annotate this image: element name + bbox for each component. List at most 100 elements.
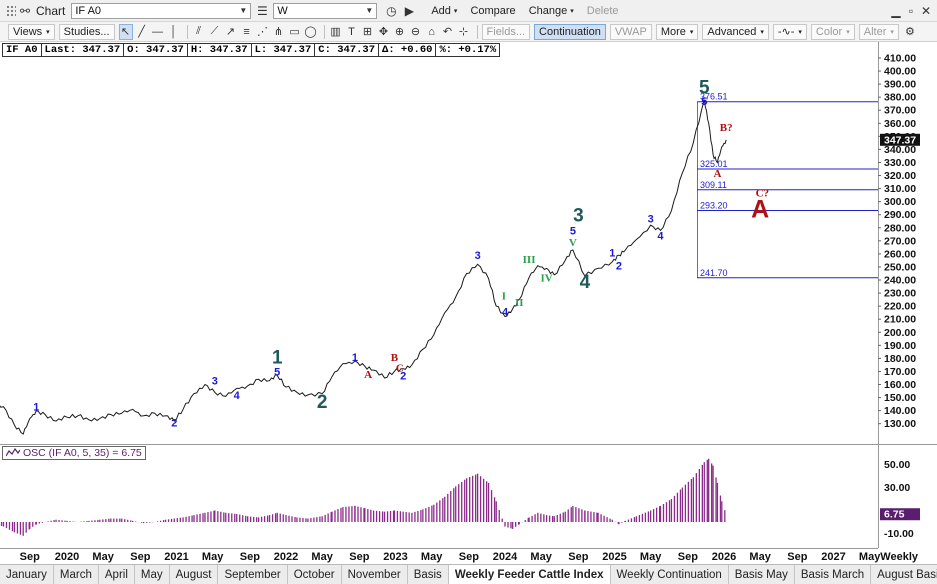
wave-label[interactable]: 1 <box>272 348 283 369</box>
cursor-icon[interactable]: ↖ <box>118 23 133 40</box>
play-icon[interactable]: ▶ <box>404 3 414 18</box>
advanced-button[interactable]: Advanced ▾ <box>702 23 769 40</box>
color-button[interactable]: Color ▾ <box>810 23 855 40</box>
wave-label[interactable]: 2 <box>171 417 177 429</box>
page-tab[interactable]: August Basis <box>871 565 937 584</box>
trend-tool-icon[interactable]: ⟋ <box>210 25 219 37</box>
bars-icon[interactable]: ▥ <box>330 26 341 38</box>
channel-tool-icon[interactable]: ⫽ <box>196 25 201 37</box>
zoom-out-icon[interactable]: ⊖ <box>410 26 421 38</box>
line-style-button[interactable]: -∿- ▾ <box>772 23 807 40</box>
wave-label[interactable]: 4 <box>657 231 664 243</box>
oscillator-chart[interactable]: 50.00 30.00 -10.00 6.75 <box>0 444 937 548</box>
fan-tool-icon[interactable]: ⋰ <box>257 26 269 38</box>
compare-button[interactable]: Compare <box>470 4 516 17</box>
wave-label[interactable]: B <box>391 352 399 364</box>
wave-label[interactable]: 3 <box>573 205 584 226</box>
drag-grip-icon[interactable] <box>6 4 16 17</box>
views-button[interactable]: Views ▾ <box>8 23 55 40</box>
more-button[interactable]: More ▾ <box>655 23 699 40</box>
wave-label[interactable]: 4 <box>502 306 509 318</box>
wave-label[interactable]: B? <box>720 122 733 134</box>
wave-label[interactable]: III <box>523 254 536 266</box>
lock-icon[interactable]: ⌂ <box>428 25 435 38</box>
wave-label[interactable]: 1 <box>352 352 358 364</box>
period-label[interactable]: Weekly <box>880 551 919 563</box>
fields-button[interactable]: Fields... <box>481 23 531 40</box>
wave-label[interactable]: 5 <box>701 96 707 108</box>
chevron-down-icon[interactable]: ▼ <box>239 5 248 15</box>
page-tab[interactable]: January <box>0 565 54 584</box>
wave-label[interactable]: 2 <box>616 261 622 273</box>
period-input[interactable]: W ▼ <box>273 2 378 19</box>
delete-button[interactable]: Delete <box>586 4 619 17</box>
ellipse-icon[interactable]: ◯ <box>304 26 317 38</box>
chevron-down-icon[interactable]: ▼ <box>365 5 374 15</box>
symbol-input[interactable]: IF A0 ▼ <box>71 2 252 19</box>
page-tab[interactable]: Basis <box>408 565 449 584</box>
page-tab[interactable]: November <box>342 565 408 584</box>
close-icon[interactable]: ✕ <box>920 4 932 18</box>
wave-label[interactable]: 3 <box>648 214 654 226</box>
fib-tool-icon[interactable]: ≡ <box>243 25 250 38</box>
wave-label[interactable]: 5 <box>274 366 280 378</box>
oscillator-label[interactable]: OSC (IF A0, 5, 35) = 6.75 <box>2 446 146 460</box>
rectangle-icon[interactable]: ▭ <box>289 26 300 38</box>
wave-label[interactable]: 3 <box>212 376 218 388</box>
wave-label[interactable]: A <box>713 168 721 180</box>
page-tab[interactable]: August <box>170 565 219 584</box>
zoom-in-icon[interactable]: ⊕ <box>394 26 405 38</box>
page-tab[interactable]: October <box>288 565 342 584</box>
maximize-icon[interactable]: ▫ <box>908 4 914 18</box>
page-tab[interactable]: Basis May <box>729 565 795 584</box>
history-icon[interactable]: ◷ <box>386 3 397 18</box>
continuation-button[interactable]: Continuation <box>534 23 606 40</box>
chart-link-icon[interactable]: ⚯ <box>19 3 31 18</box>
wave-label[interactable]: V <box>569 237 577 249</box>
text-tool-icon[interactable]: T <box>348 25 355 38</box>
wave-label[interactable]: 3 <box>475 250 481 262</box>
pitchfork-icon[interactable]: ⋔ <box>273 26 284 38</box>
wave-label[interactable]: 4 <box>234 390 241 402</box>
wave-label[interactable]: IV <box>540 272 552 284</box>
wave-label[interactable]: 2 <box>400 370 406 382</box>
wave-label[interactable]: 1 <box>609 248 615 260</box>
line-tool-icon[interactable]: ╱ <box>138 26 145 38</box>
minimize-icon[interactable]: ▁ <box>891 4 901 18</box>
list-icon[interactable]: ☰ <box>256 3 268 18</box>
wave-label[interactable]: 5 <box>570 225 576 237</box>
wave-label[interactable]: A <box>751 195 769 223</box>
page-tab[interactable]: Weekly Feeder Cattle Index <box>448 565 611 584</box>
settings-icon[interactable]: ⚙ <box>904 26 915 38</box>
wave-label[interactable]: 2 <box>317 392 328 413</box>
oscillator-panel[interactable]: 50.00 30.00 -10.00 6.75 OSC (IF A0, 5, 35) … <box>0 444 937 548</box>
time-axis[interactable]: Sep 2020 May Sep 2021 May Sep 2022 May Sep 2023 May… <box>0 548 937 564</box>
change-button[interactable]: Change ▾ <box>528 4 574 17</box>
ray-tool-icon[interactable]: — <box>152 25 164 38</box>
page-tab[interactable]: September <box>218 565 288 584</box>
vwap-button[interactable]: VWAP <box>609 23 652 40</box>
wave-label[interactable]: 4 <box>580 272 591 293</box>
page-tab[interactable]: Basis March <box>795 565 872 584</box>
studies-button[interactable]: Studies... <box>58 23 115 40</box>
wave-label[interactable]: A <box>364 369 372 381</box>
page-tab[interactable]: May <box>135 565 170 584</box>
page-tab[interactable]: March <box>54 565 99 584</box>
wave-label[interactable]: C <box>396 362 404 374</box>
wave-label[interactable]: II <box>515 297 524 309</box>
grid-icon[interactable]: ⊞ <box>362 26 373 38</box>
page-tab[interactable]: Weekly Continuation <box>611 565 729 584</box>
wave-label[interactable]: 1 <box>33 402 39 414</box>
add-button[interactable]: Add ▾ <box>431 4 458 17</box>
crosshair-icon[interactable]: ⊹ <box>458 26 469 38</box>
page-tab[interactable]: April <box>99 565 135 584</box>
vertical-line-icon[interactable]: │ <box>170 25 177 38</box>
wave-label[interactable]: I <box>502 291 506 303</box>
arrow-tool-icon[interactable]: ↗ <box>225 26 236 38</box>
wave-label[interactable]: 5 <box>699 77 710 98</box>
wave-label[interactable]: C? <box>756 187 769 199</box>
pan-icon[interactable]: ✥ <box>378 26 389 38</box>
alter-button[interactable]: Alter ▾ <box>858 23 899 40</box>
